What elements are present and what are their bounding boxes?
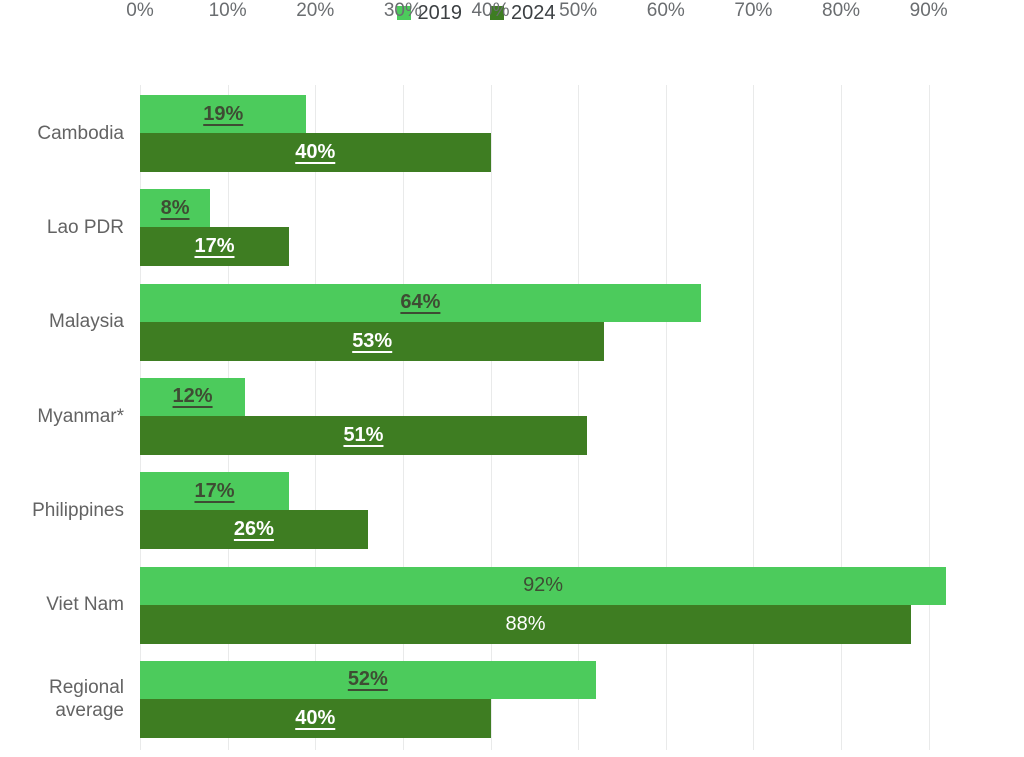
chart-legend-items: 2019 2024 bbox=[396, 1, 556, 25]
x-tick-label: 40% bbox=[471, 0, 510, 21]
bar-2024-philippines: 26% bbox=[140, 510, 368, 550]
bar-value-label: 17% bbox=[194, 479, 235, 502]
legend-item-2024: 2024 bbox=[490, 2, 556, 25]
bar-2024-regional-average: 40% bbox=[140, 698, 491, 738]
bar-2019-regional-average: 52% bbox=[140, 660, 596, 699]
x-tick-label: 60% bbox=[646, 0, 685, 21]
x-axis: 0% 10% 20% 30% 40% 50% 60% 70% 80% 90% bbox=[0, 0, 1024, 26]
x-tick-label: 70% bbox=[734, 0, 773, 21]
legend-item-2019: 2019 bbox=[396, 1, 463, 25]
bar-value-label: 53% bbox=[352, 329, 393, 352]
bar-value-label: 12% bbox=[172, 385, 213, 408]
x-tick-label: 50% bbox=[559, 0, 598, 21]
bar-2019-cambodia: 19% bbox=[140, 95, 307, 133]
x-tick-label: 90% bbox=[909, 0, 948, 21]
bar-value-label: 64% bbox=[400, 291, 441, 314]
legend-swatch-icon bbox=[396, 6, 411, 20]
gridline bbox=[665, 85, 667, 750]
bar-value-label: 40% bbox=[295, 141, 336, 163]
bar-value-label: 88% bbox=[505, 612, 546, 635]
category-label: Regional average bbox=[49, 676, 124, 722]
category-label: Myanmar* bbox=[37, 405, 124, 427]
legend-swatch-icon bbox=[490, 6, 504, 20]
category-label: Cambodia bbox=[37, 122, 124, 144]
category-label: Viet Nam bbox=[46, 594, 124, 616]
gridline bbox=[841, 85, 843, 750]
x-tick-label: 20% bbox=[296, 0, 335, 21]
bar-value-label: 92% bbox=[523, 574, 564, 596]
bar-2019-malaysia: 64% bbox=[140, 283, 701, 322]
bar-value-label: 51% bbox=[343, 423, 384, 446]
chart-legend: 2019 2024 bbox=[0, 0, 1024, 26]
category-label: Lao PDR bbox=[46, 216, 124, 238]
plot-area: 19% 40% 8% 17% 64% 53% 12% 51% 17% 26% 92% 88% 52% 40… bbox=[140, 85, 990, 750]
bar-2024-lao-pdr: 17% bbox=[140, 227, 289, 267]
x-tick-label: 80% bbox=[822, 0, 861, 21]
legend-label: 2019 bbox=[417, 1, 463, 24]
legend-label: 2024 bbox=[511, 1, 556, 24]
x-tick-label: 10% bbox=[208, 0, 247, 21]
category-labels: Cambodia Lao PDR Malaysia Myanmar* Philippin… bbox=[0, 85, 140, 750]
gridline bbox=[753, 85, 755, 750]
bar-value-label: 52% bbox=[347, 668, 388, 691]
x-tick-label: 0% bbox=[126, 0, 154, 21]
bar-2024-malaysia: 53% bbox=[140, 321, 605, 361]
bar-2024-myanmar-: 51% bbox=[140, 415, 587, 455]
bar-value-label: 19% bbox=[203, 102, 244, 125]
bar-2024-viet-nam: 88% bbox=[140, 604, 912, 644]
bar-value-label: 8% bbox=[160, 196, 190, 219]
bar-2019-viet-nam: 92% bbox=[140, 566, 947, 605]
bar-value-label: 40% bbox=[295, 706, 336, 729]
gridline bbox=[928, 85, 930, 750]
bar-2019-lao-pdr: 8% bbox=[140, 189, 211, 228]
bar-2019-philippines: 17% bbox=[140, 472, 289, 511]
bar-value-label: 17% bbox=[194, 235, 235, 258]
bar-2024-cambodia: 40% bbox=[140, 133, 491, 172]
bar-value-label: 26% bbox=[233, 518, 274, 541]
category-label: Philippines bbox=[32, 499, 124, 521]
category-label: Malaysia bbox=[49, 311, 124, 333]
x-tick-label: 30% bbox=[383, 0, 422, 21]
bar-2019-myanmar-: 12% bbox=[140, 377, 246, 416]
